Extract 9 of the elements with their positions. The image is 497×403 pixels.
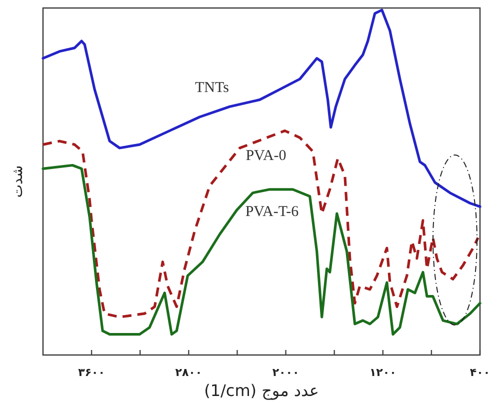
y-axis-title: شدت [10, 165, 26, 198]
series-label: TNTs [195, 80, 230, 96]
x-tick-label: ۴۰۰ [470, 366, 490, 379]
series-label: PVA-0 [246, 148, 286, 164]
x-tick-label: ۳۶۰۰ [78, 366, 105, 379]
x-tick-label: ۱۲۰۰ [369, 366, 396, 379]
series-label: PVA-T-6 [245, 204, 300, 220]
x-tick-label: ۲۰۰۰ [272, 366, 300, 379]
x-tick-label: ۲۸۰۰ [175, 366, 202, 379]
